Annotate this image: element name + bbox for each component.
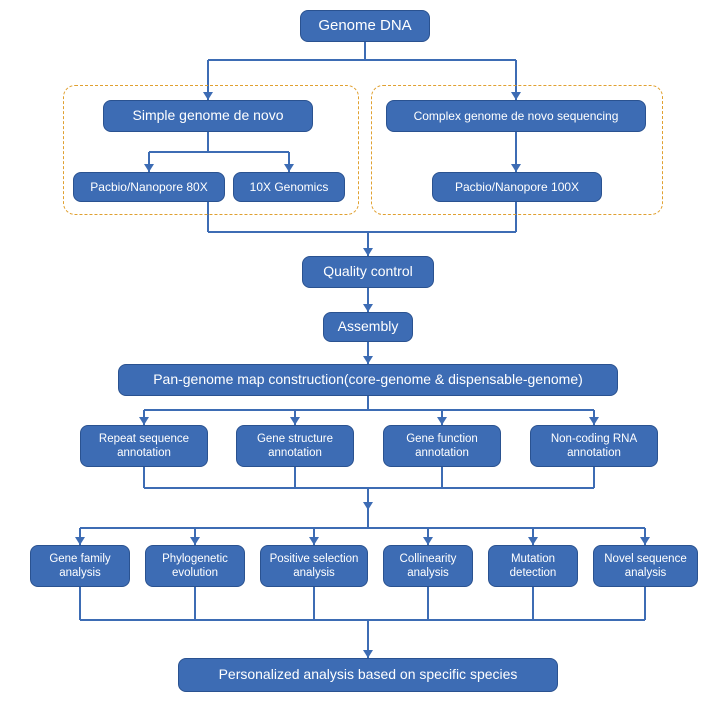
arrowhead	[437, 417, 447, 425]
arrowhead	[75, 537, 85, 545]
arrowhead	[363, 650, 373, 658]
node-quality_control: Quality control	[302, 256, 434, 288]
node-gene_family: Gene family analysis	[30, 545, 130, 587]
arrowhead	[363, 356, 373, 364]
edge-e9	[80, 510, 645, 545]
node-mutation_det: Mutation detection	[488, 545, 578, 587]
node-pacbio_100x: Pacbio/Nanopore 100X	[432, 172, 602, 202]
arrowhead	[640, 537, 650, 545]
node-pacbio_80x: Pacbio/Nanopore 80X	[73, 172, 225, 202]
edge-e7	[144, 396, 594, 425]
node-personalized: Personalized analysis based on specific …	[178, 658, 558, 692]
arrowhead	[190, 537, 200, 545]
arrowhead	[528, 537, 538, 545]
arrowhead	[363, 502, 373, 510]
node-pos_selection: Positive selection analysis	[260, 545, 368, 587]
arrowhead	[589, 417, 599, 425]
arrowhead	[363, 304, 373, 312]
node-gene_struct_anno: Gene structure annotation	[236, 425, 354, 467]
node-complex_denovo: Complex genome de novo sequencing	[386, 100, 646, 132]
node-simple_denovo: Simple genome de novo	[103, 100, 313, 132]
arrowhead	[309, 537, 319, 545]
node-genome_dna: Genome DNA	[300, 10, 430, 42]
edge-e8	[144, 467, 594, 510]
node-novel_seq: Novel sequence analysis	[593, 545, 698, 587]
node-collinearity: Collinearity analysis	[383, 545, 473, 587]
node-pan_genome: Pan-genome map construction(core-genome …	[118, 364, 618, 396]
arrowhead	[290, 417, 300, 425]
node-assembly: Assembly	[323, 312, 413, 342]
arrowhead	[423, 537, 433, 545]
node-ncrna_anno: Non-coding RNA annotation	[530, 425, 658, 467]
node-repeat_anno: Repeat sequence annotation	[80, 425, 208, 467]
arrowhead	[139, 417, 149, 425]
arrowhead	[363, 248, 373, 256]
node-tenx_genomics: 10X Genomics	[233, 172, 345, 202]
node-gene_func_anno: Gene function annotation	[383, 425, 501, 467]
edge-e10	[80, 587, 645, 658]
node-phylo_evo: Phylogenetic evolution	[145, 545, 245, 587]
